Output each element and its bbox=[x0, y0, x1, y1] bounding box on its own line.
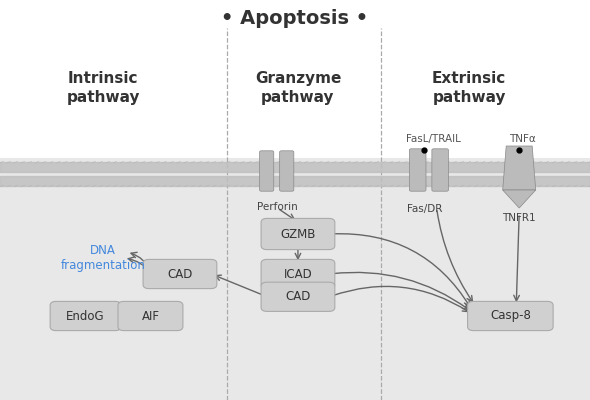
FancyBboxPatch shape bbox=[280, 151, 294, 191]
FancyBboxPatch shape bbox=[260, 151, 274, 191]
Polygon shape bbox=[503, 190, 536, 208]
Text: TNFR1: TNFR1 bbox=[503, 213, 536, 223]
Text: FasL/TRAIL: FasL/TRAIL bbox=[406, 134, 461, 144]
Text: Extrinsic
pathway: Extrinsic pathway bbox=[432, 71, 506, 105]
Polygon shape bbox=[503, 146, 536, 190]
FancyBboxPatch shape bbox=[143, 260, 217, 289]
FancyBboxPatch shape bbox=[118, 302, 183, 330]
Text: EndoG: EndoG bbox=[66, 310, 105, 322]
Text: Fas/DR: Fas/DR bbox=[407, 204, 442, 214]
FancyBboxPatch shape bbox=[261, 282, 335, 311]
Text: AIF: AIF bbox=[142, 310, 159, 322]
FancyBboxPatch shape bbox=[50, 302, 121, 330]
FancyBboxPatch shape bbox=[409, 149, 426, 191]
Text: Intrinsic
pathway: Intrinsic pathway bbox=[67, 71, 140, 105]
Bar bbox=[0, 158, 590, 400]
Text: GZMB: GZMB bbox=[280, 228, 316, 240]
FancyBboxPatch shape bbox=[261, 260, 335, 289]
Text: DNA
fragmentation: DNA fragmentation bbox=[61, 244, 146, 272]
FancyBboxPatch shape bbox=[261, 218, 335, 250]
Text: CAD: CAD bbox=[167, 268, 193, 280]
FancyBboxPatch shape bbox=[432, 149, 448, 191]
Text: CAD: CAD bbox=[285, 290, 311, 303]
Text: • Apoptosis •: • Apoptosis • bbox=[221, 8, 369, 28]
Text: Perforin: Perforin bbox=[257, 202, 298, 212]
FancyBboxPatch shape bbox=[467, 302, 553, 330]
Text: TNFα: TNFα bbox=[509, 134, 536, 144]
Text: Casp-8: Casp-8 bbox=[490, 310, 531, 322]
Text: ICAD: ICAD bbox=[284, 268, 312, 280]
Text: Granzyme
pathway: Granzyme pathway bbox=[255, 71, 341, 105]
